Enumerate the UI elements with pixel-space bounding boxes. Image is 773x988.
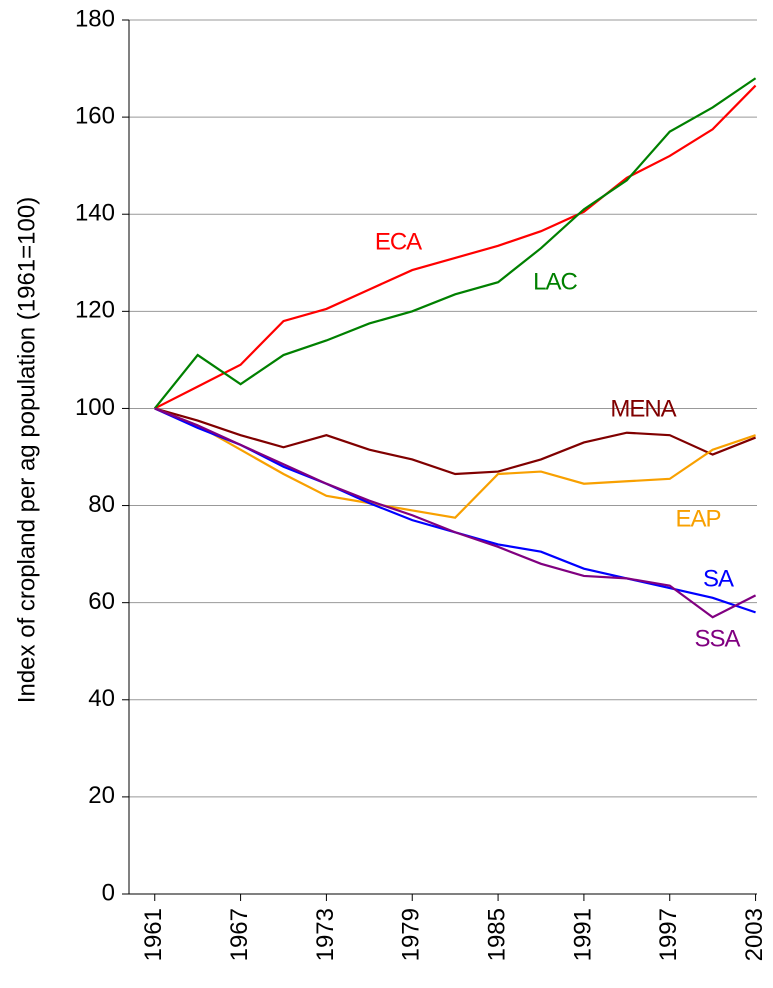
y-tick-label: 160 — [75, 102, 115, 129]
y-tick-label: 120 — [75, 297, 115, 324]
series-line — [153, 77, 757, 410]
y-tick-label: 60 — [88, 588, 115, 615]
series-line — [154, 407, 756, 476]
x-tick-label: 1961 — [140, 908, 167, 961]
series-label: ECA — [375, 228, 422, 255]
series-line — [154, 407, 756, 519]
x-tick-label: 2003 — [741, 908, 768, 961]
series-label: LAC — [533, 268, 577, 295]
series-label: SA — [703, 565, 734, 592]
y-tick-label: 180 — [75, 5, 115, 32]
y-tick-label: 20 — [88, 782, 115, 809]
x-tick-label: 1967 — [226, 908, 253, 961]
y-tick-label: 80 — [88, 491, 115, 518]
y-tick-label: 0 — [102, 879, 115, 906]
series-label: MENA — [610, 395, 676, 422]
series-label: SSA — [694, 625, 740, 652]
x-tick-label: 1991 — [569, 908, 596, 961]
x-tick-label: 1997 — [655, 908, 682, 961]
y-tick-label: 140 — [75, 200, 115, 227]
y-axis-label: Index of cropland per ag population (196… — [13, 197, 40, 703]
x-tick-label: 1979 — [398, 908, 425, 961]
series-label: EAP — [675, 505, 720, 532]
series-line — [154, 84, 757, 410]
x-tick-label: 1973 — [312, 908, 339, 961]
series-line — [154, 407, 756, 614]
x-tick-label: 1985 — [483, 908, 510, 961]
series-line — [154, 407, 757, 619]
y-tick-label: 100 — [75, 394, 115, 421]
y-tick-label: 40 — [88, 685, 115, 712]
